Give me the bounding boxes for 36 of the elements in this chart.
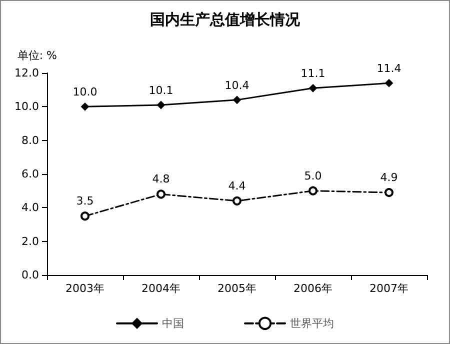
legend-label: 中国 xyxy=(162,316,184,330)
point xyxy=(385,79,393,88)
point xyxy=(80,212,90,221)
data-label: 3.5 xyxy=(76,194,94,208)
y-tick-label: 12.0 xyxy=(14,66,39,80)
x-tick-label: 2007年 xyxy=(370,282,408,295)
legend-label: 世界平均 xyxy=(290,316,334,330)
y-tick-label: 2.0 xyxy=(22,234,39,248)
y-tick-label: 10.0 xyxy=(14,100,39,114)
chart-title: 国内生产总值增长情况 xyxy=(150,10,301,28)
point xyxy=(156,190,166,199)
x-tick-label: 2005年 xyxy=(218,282,256,295)
data-label: 4.8 xyxy=(152,172,170,186)
data-label: 5.0 xyxy=(304,169,322,182)
data-label: 11.1 xyxy=(300,67,326,80)
data-label: 4.9 xyxy=(380,171,398,184)
y-tick-label: 0.0 xyxy=(22,268,39,282)
data-label: 4.4 xyxy=(228,179,246,192)
point xyxy=(81,102,89,111)
point xyxy=(233,96,241,104)
x-tick-label: 2004年 xyxy=(142,282,180,295)
data-label: 11.4 xyxy=(376,62,402,76)
point xyxy=(308,186,318,196)
y-tick-label: 6.0 xyxy=(22,168,39,180)
data-label: 10.4 xyxy=(224,78,250,92)
y-tick-label: 8.0 xyxy=(22,134,39,147)
data-label: 10.1 xyxy=(148,84,174,97)
point xyxy=(384,188,394,198)
point xyxy=(309,84,317,92)
point xyxy=(232,196,242,206)
y-axis-title: 单位: % xyxy=(17,49,57,62)
x-tick-label: 2006年 xyxy=(294,282,332,295)
y-tick-label: 4.0 xyxy=(22,201,39,214)
x-tick-label: 2003年 xyxy=(66,282,104,295)
data-label: 10.0 xyxy=(72,86,98,99)
point xyxy=(157,100,165,109)
